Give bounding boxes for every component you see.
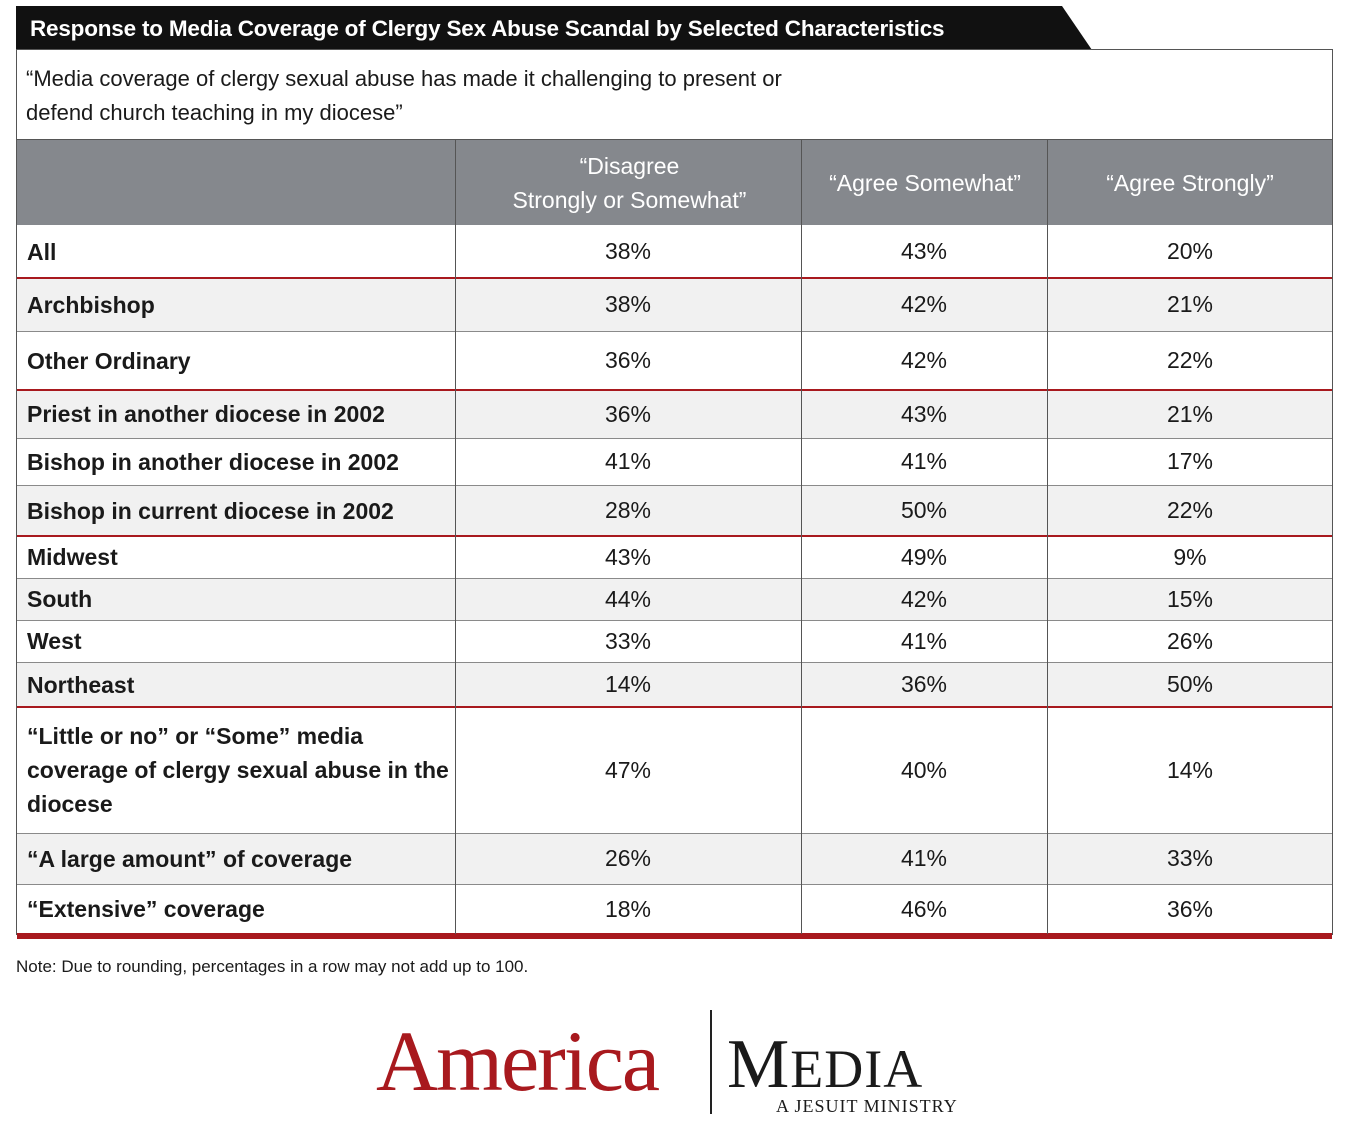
cell-value: 36% bbox=[604, 400, 652, 427]
cell-value: 14% bbox=[604, 671, 652, 697]
row-separator bbox=[17, 578, 1332, 579]
table-row: Bishop in current diocese in 2002 28% 50% 2… bbox=[17, 485, 1332, 536]
table-row: Other Ordinary 36% 42% 22% bbox=[17, 331, 1332, 390]
cell-value: 18% bbox=[604, 895, 652, 922]
cell-value: 50% bbox=[900, 497, 948, 523]
row-label: “A large amount” of coverage bbox=[27, 845, 353, 872]
group-separator bbox=[17, 389, 1332, 391]
row-separator bbox=[17, 331, 1332, 332]
cell-value: 50% bbox=[1166, 671, 1214, 697]
column-divider bbox=[1047, 139, 1048, 934]
table-row: South 44% 42% 15% bbox=[17, 578, 1332, 620]
row-label: Priest in another diocese in 2002 bbox=[27, 401, 385, 427]
table-header: “Disagree Strongly or Somewhat” “Agree S… bbox=[17, 139, 1332, 226]
logo-divider bbox=[710, 1010, 712, 1114]
row-separator bbox=[17, 884, 1332, 885]
cell-value: 41% bbox=[900, 845, 948, 871]
group-separator bbox=[17, 535, 1332, 537]
cell-value: 21% bbox=[1166, 291, 1214, 317]
column-divider bbox=[801, 139, 802, 934]
row-separator bbox=[17, 833, 1332, 834]
table-row: Northeast 14% 36% 50% bbox=[17, 662, 1332, 707]
table-row: “Little or no” or “Some” media coverage … bbox=[17, 707, 1332, 833]
table-row: West 33% 41% 26% bbox=[17, 620, 1332, 662]
cell-value: 42% bbox=[900, 291, 948, 317]
cell-value: 22% bbox=[1166, 347, 1214, 373]
cell-value: 46% bbox=[900, 895, 948, 922]
media-logo-rest: EDIA bbox=[790, 1039, 924, 1099]
row-label: Other Ordinary bbox=[27, 347, 191, 374]
cell-value: 49% bbox=[900, 543, 948, 570]
column-divider bbox=[455, 139, 456, 934]
cell-value: 38% bbox=[604, 291, 652, 317]
row-label: All bbox=[27, 238, 57, 265]
cell-value: 33% bbox=[1166, 845, 1214, 871]
cell-value: 47% bbox=[604, 756, 652, 783]
footnote: Note: Due to rounding, percentages in a … bbox=[16, 957, 529, 976]
media-logo-text: MEDIA bbox=[727, 1030, 923, 1100]
row-separator bbox=[17, 438, 1332, 439]
row-label: Bishop in current diocese in 2002 bbox=[27, 497, 394, 524]
question-text: “Media coverage of clergy sexual abuse h… bbox=[26, 66, 782, 125]
cell-value: 41% bbox=[900, 448, 948, 474]
cell-value: 43% bbox=[604, 543, 652, 570]
table-row: All 38% 43% 20% bbox=[17, 225, 1332, 278]
logo-tagline: A JESUIT MINISTRY bbox=[776, 1096, 958, 1116]
table-row: Midwest 43% 49% 9% bbox=[17, 536, 1332, 578]
america-logo-text: America bbox=[376, 1013, 660, 1109]
table-row: Archbishop 38% 42% 21% bbox=[17, 278, 1332, 331]
column-header-agree-somewhat: “Agree Somewhat” bbox=[829, 169, 1021, 196]
row-label: South bbox=[27, 586, 93, 612]
row-label: Northeast bbox=[27, 671, 135, 698]
cell-value: 36% bbox=[900, 671, 948, 697]
cell-value: 22% bbox=[1166, 497, 1214, 523]
cell-value: 38% bbox=[604, 238, 652, 264]
cell-value: 42% bbox=[900, 347, 948, 373]
row-separator bbox=[17, 485, 1332, 486]
cell-value: 14% bbox=[1166, 756, 1214, 783]
table-row: “A large amount” of coverage 26% 41% 33% bbox=[17, 833, 1332, 884]
media-logo-initial: M bbox=[727, 1026, 791, 1103]
cell-value: 43% bbox=[900, 238, 948, 264]
cell-value: 20% bbox=[1166, 238, 1214, 264]
row-separator bbox=[17, 620, 1332, 621]
cell-value: 42% bbox=[900, 585, 948, 612]
cell-value: 15% bbox=[1166, 585, 1214, 612]
cell-value: 26% bbox=[1166, 627, 1214, 654]
cell-value: 26% bbox=[604, 845, 652, 871]
chart-title: Response to Media Coverage of Clergy Sex… bbox=[30, 16, 945, 41]
cell-value: 43% bbox=[900, 400, 948, 427]
cell-value: 36% bbox=[604, 347, 652, 373]
group-separator bbox=[17, 277, 1332, 279]
row-label: “Extensive” coverage bbox=[27, 896, 265, 922]
cell-value: 33% bbox=[604, 627, 652, 654]
cell-value: 40% bbox=[900, 756, 948, 783]
row-label: Archbishop bbox=[27, 291, 155, 318]
cell-value: 41% bbox=[900, 627, 948, 654]
row-separator bbox=[17, 662, 1332, 663]
row-label: “Little or no” or “Some” media coverage … bbox=[27, 723, 449, 817]
row-label: Bishop in another diocese in 2002 bbox=[27, 448, 399, 475]
cell-value: 41% bbox=[604, 448, 652, 474]
cell-value: 9% bbox=[1173, 543, 1207, 570]
table-row: “Extensive” coverage 18% 46% 36% bbox=[17, 884, 1332, 934]
title-bar: Response to Media Coverage of Clergy Sex… bbox=[16, 6, 1092, 50]
column-header-agree-strongly: “Agree Strongly” bbox=[1106, 169, 1274, 196]
row-label: Midwest bbox=[27, 544, 118, 570]
cell-value: 17% bbox=[1166, 448, 1214, 474]
row-label: West bbox=[27, 628, 82, 654]
group-separator bbox=[17, 706, 1332, 708]
table-bottom-rule bbox=[17, 933, 1332, 939]
table-row: Priest in another diocese in 2002 36% 43% 2… bbox=[17, 390, 1332, 438]
table-row: Bishop in another diocese in 2002 41% 41% 1… bbox=[17, 438, 1332, 485]
cell-value: 28% bbox=[604, 497, 652, 523]
cell-value: 21% bbox=[1166, 400, 1214, 427]
cell-value: 44% bbox=[604, 585, 652, 612]
column-header-disagree: “Disagree Strongly or Somewhat” bbox=[512, 152, 747, 213]
cell-value: 36% bbox=[1166, 895, 1214, 922]
